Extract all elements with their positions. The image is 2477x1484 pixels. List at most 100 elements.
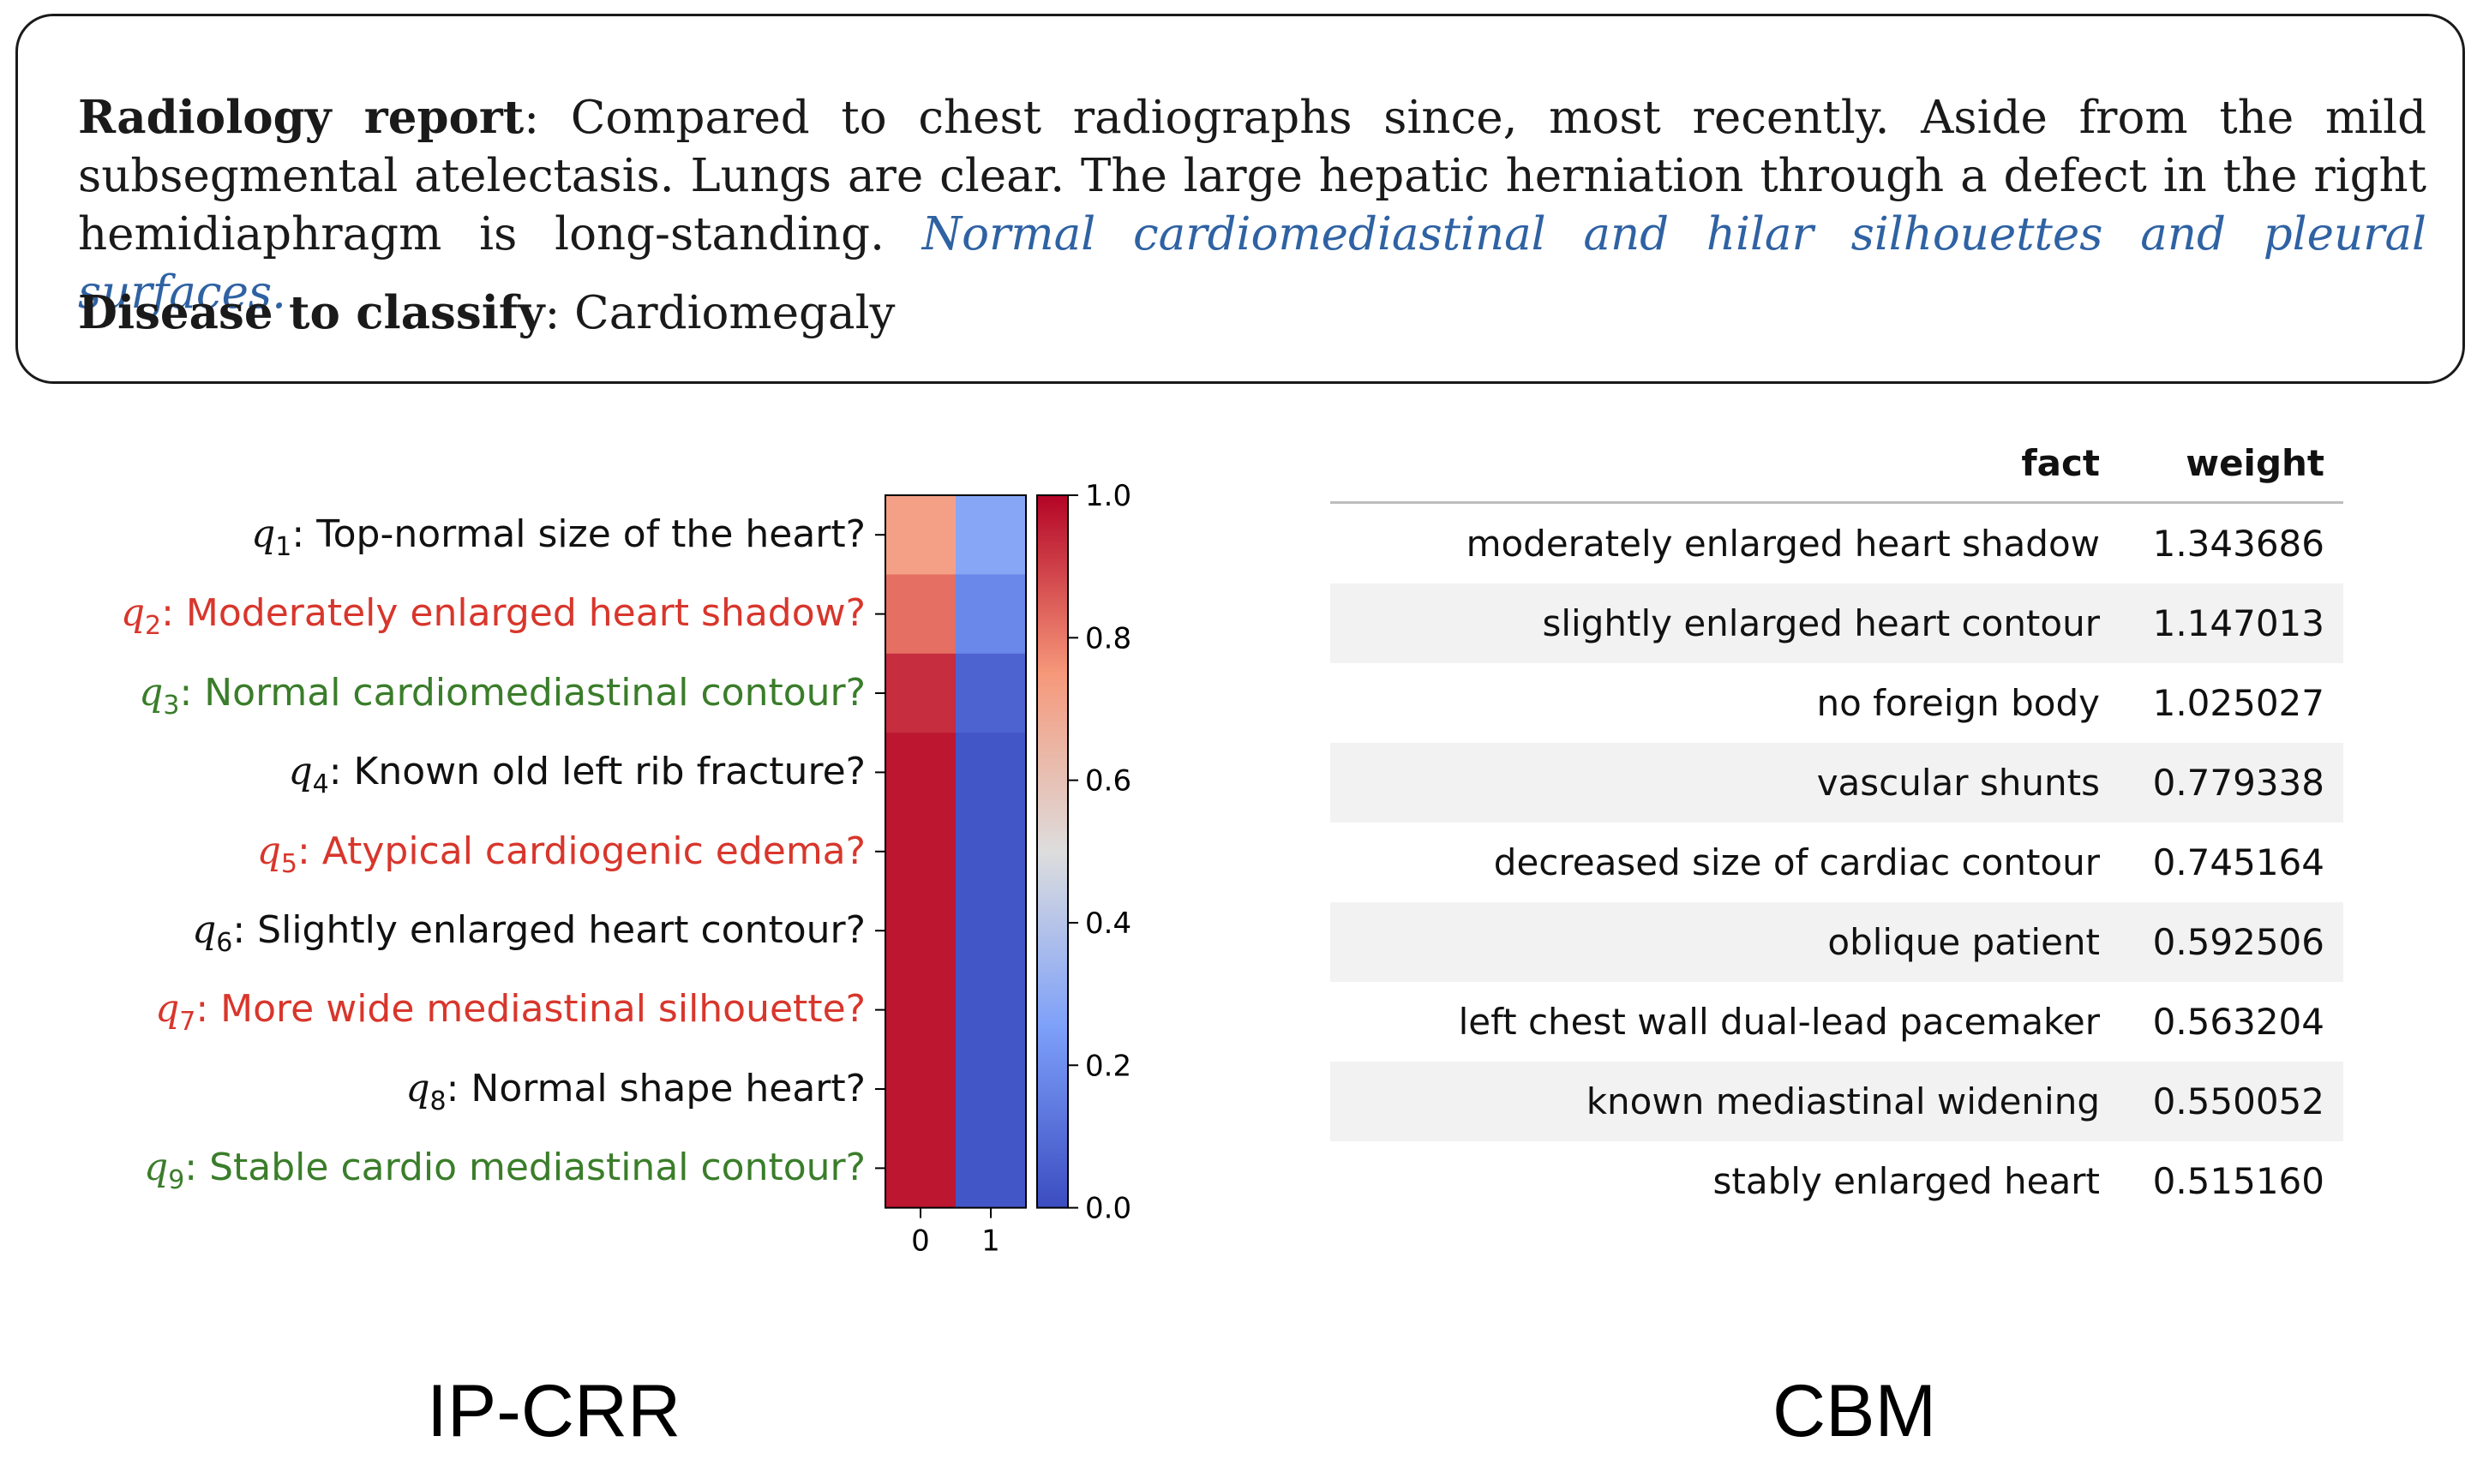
question-text: : Known old left rib fracture? xyxy=(328,750,866,794)
question-index: 8 xyxy=(429,1086,447,1116)
colorbar-tick-label: 0.6 xyxy=(1085,764,1131,799)
heatmap-cell xyxy=(956,970,1027,1050)
report-panel: Radiology report: Compared to chest radi… xyxy=(15,14,2465,384)
cell-fact: left chest wall dual-lead pacemaker xyxy=(1458,1001,2100,1043)
cell-fact: decreased size of cardiac contour xyxy=(1493,841,2100,883)
x-tick-label: 1 xyxy=(981,1224,1000,1259)
cell-weight: 0.592506 xyxy=(2152,921,2324,963)
table-row: oblique patient 0.592506 xyxy=(1330,902,2343,982)
question-text: : Top-normal size of the heart? xyxy=(291,512,866,556)
question-var: q xyxy=(155,987,180,1032)
cell-fact: slightly enlarged heart contour xyxy=(1542,602,2101,644)
x-tick-label: 0 xyxy=(911,1224,930,1259)
heatmap-cell xyxy=(956,1049,1027,1129)
colorbar xyxy=(1036,494,1069,1209)
question-index: 3 xyxy=(163,690,180,721)
question-row: q6: Slightly enlarged heart contour? xyxy=(0,891,866,970)
question-var: q xyxy=(288,750,313,794)
question-row: q9: Stable cardio mediastinal contour? xyxy=(0,1128,866,1207)
cell-weight: 1.025027 xyxy=(2152,682,2324,724)
question-row: q4: Known old left rib fracture? xyxy=(0,733,866,811)
heatmap-cell xyxy=(885,1128,957,1209)
header-fact: fact xyxy=(2021,441,2100,484)
cell-weight: 0.550052 xyxy=(2152,1080,2324,1122)
cell-weight: 1.147013 xyxy=(2152,602,2324,644)
caption-ip-crr: IP-CRR xyxy=(427,1370,681,1452)
question-var: q xyxy=(120,591,145,636)
table-header: fact weight xyxy=(1330,428,2343,497)
question-row: q8: Normal shape heart? xyxy=(0,1050,866,1128)
question-text: : Slightly enlarged heart contour? xyxy=(232,907,866,952)
question-var: q xyxy=(144,1146,169,1190)
heatmap-cell xyxy=(885,574,957,655)
cell-fact: vascular shunts xyxy=(1816,762,2100,804)
question-index: 4 xyxy=(312,769,329,799)
question-row: q3: Normal cardiomediastinal contour? xyxy=(0,654,866,733)
heatmap-cell xyxy=(956,574,1027,655)
question-var: q xyxy=(192,907,217,952)
question-index: 2 xyxy=(145,611,162,642)
question-index: 9 xyxy=(168,1164,185,1195)
report-label-sep: : xyxy=(524,92,540,144)
header-weight: weight xyxy=(2186,441,2324,484)
question-row: q1: Top-normal size of the heart? xyxy=(0,495,866,574)
cell-weight: 0.563204 xyxy=(2152,1001,2324,1043)
question-var: q xyxy=(256,829,281,873)
cell-weight: 0.779338 xyxy=(2152,762,2324,804)
caption-cbm: CBM xyxy=(1772,1370,1937,1452)
heatmap-chart: 0 1 0.0 0.2 0.4 0.6 0.8 1.0 xyxy=(875,480,1131,1259)
table-row: stably enlarged heart 0.515160 xyxy=(1330,1141,2343,1221)
question-index: 1 xyxy=(275,531,292,562)
table-row: known mediastinal widening 0.550052 xyxy=(1330,1062,2343,1141)
question-text: : Normal cardiomediastinal contour? xyxy=(179,670,866,715)
cell-weight: 1.343686 xyxy=(2152,523,2324,565)
heatmap-cell xyxy=(956,811,1027,892)
question-var: q xyxy=(139,670,164,715)
table-row: vascular shunts 0.779338 xyxy=(1330,743,2343,823)
question-text: : Atypical cardiogenic edema? xyxy=(297,829,866,873)
question-row: q5: Atypical cardiogenic edema? xyxy=(0,812,866,891)
cell-fact: known mediastinal widening xyxy=(1586,1080,2100,1122)
radiology-report-text: Radiology report: Compared to chest radi… xyxy=(78,88,2426,322)
heatmap-cell xyxy=(956,891,1027,971)
question-row: q7: More wide mediastinal silhouette? xyxy=(0,970,866,1049)
header-rule xyxy=(1330,501,2343,504)
heatmap-cell xyxy=(885,891,957,971)
heatmap-cell xyxy=(885,1049,957,1129)
heatmap-cell xyxy=(885,733,957,813)
colorbar-tick-label: 1.0 xyxy=(1085,480,1131,513)
heatmap-cell xyxy=(885,811,957,892)
cell-fact: no foreign body xyxy=(1816,682,2100,724)
heatmap-cell xyxy=(956,495,1027,575)
disease-value: Cardiomegaly xyxy=(560,287,896,339)
cell-fact: oblique patient xyxy=(1827,921,2100,963)
question-index: 7 xyxy=(179,1007,196,1038)
disease-label-sep: : xyxy=(544,287,561,339)
table-body: moderately enlarged heart shadow 1.343686… xyxy=(1330,504,2343,1221)
heatmap-cell xyxy=(956,1128,1027,1209)
heatmap-cell xyxy=(956,653,1027,733)
question-text: : More wide mediastinal silhouette? xyxy=(195,987,866,1032)
colorbar-tick-label: 0.2 xyxy=(1085,1049,1131,1083)
heatmap-cell xyxy=(956,733,1027,813)
question-text: : Stable cardio mediastinal contour? xyxy=(184,1146,866,1190)
report-body: Compared to chest radiographs since, mos… xyxy=(78,92,2426,260)
question-var: q xyxy=(251,512,276,556)
disease-label: Disease to classify xyxy=(78,286,545,339)
question-text: : Normal shape heart? xyxy=(446,1066,866,1110)
cell-weight: 0.745164 xyxy=(2152,841,2324,883)
table-row: moderately enlarged heart shadow 1.343686 xyxy=(1330,504,2343,583)
heatmap-cell xyxy=(885,970,957,1050)
report-label: Radiology report xyxy=(78,91,525,144)
question-list: q1: Top-normal size of the heart? q2: Mod… xyxy=(0,495,866,1208)
table-row: decreased size of cardiac contour 0.74516… xyxy=(1330,823,2343,902)
colorbar-tick-label: 0.8 xyxy=(1085,621,1131,655)
report-highlight: Normal cardiomediastinal and hilar silho… xyxy=(78,208,2426,319)
cell-fact: stably enlarged heart xyxy=(1712,1160,2100,1202)
question-row: q2: Moderately enlarged heart shadow? xyxy=(0,574,866,653)
table-row: left chest wall dual-lead pacemaker 0.563… xyxy=(1330,982,2343,1062)
question-index: 6 xyxy=(216,927,233,958)
colorbar-tick-label: 0.0 xyxy=(1085,1192,1131,1226)
disease-to-classify: Disease to classify: Cardiomegaly xyxy=(78,284,895,343)
cbm-table: fact weight moderately enlarged heart sh… xyxy=(1330,428,2343,1221)
